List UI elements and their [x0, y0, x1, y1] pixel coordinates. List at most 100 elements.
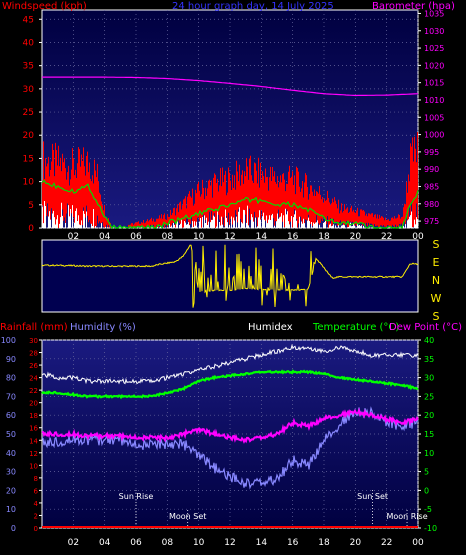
event-label: Sun Rise	[119, 492, 154, 501]
temperature-tick-label: 10	[424, 449, 434, 458]
rainfall-tick-label: 8	[34, 475, 38, 483]
barometer-tick-label: 990	[424, 165, 439, 174]
x-tick-label: 06	[130, 232, 142, 242]
x-tick-label: 10	[193, 538, 205, 548]
rainfall-tick-label: 14	[29, 437, 38, 445]
winddir-line	[41, 244, 419, 308]
barometer-tick-label: 1020	[424, 61, 444, 70]
rainfall-tick-label: 24	[29, 375, 38, 383]
temperature-tick-label: -5	[424, 505, 432, 514]
temperature-tick-label: 25	[424, 392, 434, 401]
x-tick-label: 04	[99, 538, 111, 548]
x-tick-label: 02	[68, 232, 79, 242]
barometer-line	[42, 76, 419, 97]
x-tick-label: 12	[224, 232, 235, 242]
sun-moon-events: Sun Rise Moon Set Sun Set Moon Rise	[119, 490, 428, 528]
windspeed-axis: 0 5 10 15 20 25 30 35 40 45	[23, 15, 42, 234]
rainfall-tick-label: 20	[29, 400, 38, 408]
barometer-tick-label: 1010	[424, 96, 444, 105]
temperature-axis: -10 -5 0 5 10 15 20 25 30 35 40	[418, 336, 437, 533]
x-tick-label: 22	[381, 538, 392, 548]
barometer-tick-label: 995	[424, 148, 439, 157]
winddir-series	[41, 244, 419, 308]
climate-panel-grid	[42, 339, 419, 529]
temperature-line	[41, 369, 419, 400]
wind-average-line	[41, 179, 419, 230]
barometer-tick-label: 975	[424, 217, 439, 226]
x-tick-label: 14	[256, 538, 268, 548]
rainfall-tick-label: 30	[29, 337, 38, 345]
event-label: Moon Set	[169, 512, 206, 521]
wind-panel-x-axis: 02 04 06 08 10 12 14 16 18 20 22 00	[68, 232, 424, 242]
rainfall-tick-label: 18	[29, 412, 38, 420]
temperature-tick-label: -10	[424, 524, 437, 533]
x-tick-label: 18	[318, 538, 330, 548]
windspeed-tick-label: 15	[23, 154, 34, 164]
climate-panel-x-axis: 02 04 06 08 10 12 14 16 18 20 22 00	[68, 538, 424, 548]
rainfall-tick-label: 12	[29, 450, 38, 458]
x-tick-label: 02	[68, 538, 79, 548]
humidity-tick-label: 50	[6, 430, 16, 439]
barometer-axis: 975 980 985 990 995 1000 1005 1010 1015 1020 1025 1…	[418, 9, 444, 226]
windspeed-axis-label: Windspeed (kph)	[2, 1, 87, 12]
climate-legend: Rainfall (mm) Humidity (%) Humidex Temperat…	[0, 322, 462, 333]
windspeed-tick-label: 40	[23, 38, 35, 48]
barometer-tick-label: 980	[424, 200, 439, 209]
rainfall-tick-label: 4	[34, 500, 39, 508]
x-tick-label: 20	[350, 232, 362, 242]
x-tick-label: 20	[350, 538, 362, 548]
legend-entry: Humidity (%)	[70, 322, 136, 333]
humidity-axis: 0 10 20 30 40 50 60 70 80 90 100	[1, 336, 16, 533]
humidex-line	[41, 343, 419, 385]
barometer-tick-label: 1000	[424, 131, 444, 140]
rainfall-tick-label: 10	[29, 462, 38, 470]
windspeed-tick-label: 45	[23, 15, 34, 25]
x-tick-label: 14	[256, 232, 268, 242]
x-tick-label: 18	[318, 232, 330, 242]
winddir-panel-background	[41, 239, 419, 313]
rainfall-tick-label: 26	[29, 362, 38, 370]
temperature-tick-label: 5	[424, 468, 429, 477]
winddir-tick-label: W	[431, 292, 442, 305]
humidity-tick-label: 30	[6, 468, 16, 477]
barometer-tick-label: 1035	[424, 9, 444, 18]
humidity-tick-label: 20	[6, 486, 16, 495]
x-tick-label: 00	[412, 538, 424, 548]
windspeed-tick-label: 10	[23, 178, 35, 188]
humidity-tick-label: 100	[1, 336, 16, 345]
x-tick-label: 04	[99, 232, 111, 242]
x-tick-label: 08	[162, 232, 174, 242]
dewpoint-line	[41, 407, 419, 444]
rainfall-tick-label: 16	[29, 425, 38, 433]
legend-entry: Dew Point (°C)	[389, 322, 462, 333]
winddir-tick-label: E	[433, 256, 440, 269]
barometer-axis-label: Barometer (hpa)	[372, 1, 455, 12]
temperature-tick-label: 30	[424, 374, 434, 383]
humidity-tick-label: 40	[6, 449, 16, 458]
rainfall-tick-label: 0	[34, 525, 38, 533]
humidity-tick-label: 90	[6, 355, 16, 364]
winddir-tick-label: S	[433, 310, 440, 323]
x-tick-label: 06	[130, 538, 142, 548]
winddir-tick-label: S	[433, 238, 440, 251]
barometer-tick-label: 1005	[424, 113, 444, 122]
legend-entry: Temperature (°C)	[312, 322, 399, 333]
winddir-tick-label: N	[432, 274, 440, 287]
x-tick-label: 00	[412, 232, 424, 242]
rainfall-tick-label: 22	[29, 387, 38, 395]
x-tick-label: 08	[162, 538, 174, 548]
legend-entry: Rainfall (mm)	[0, 322, 68, 333]
windspeed-tick-label: 20	[23, 131, 35, 141]
x-tick-label: 22	[381, 232, 392, 242]
x-tick-label: 12	[224, 538, 235, 548]
barometer-tick-label: 1025	[424, 44, 444, 53]
temperature-tick-label: 0	[424, 486, 429, 495]
temperature-tick-label: 40	[424, 336, 434, 345]
barometer-tick-label: 1030	[424, 27, 444, 36]
x-tick-label: 10	[193, 232, 205, 242]
humidity-tick-label: 70	[6, 392, 16, 401]
windspeed-tick-label: 5	[28, 201, 34, 211]
humidity-tick-label: 60	[6, 411, 16, 420]
barometer-tick-label: 985	[424, 182, 439, 191]
